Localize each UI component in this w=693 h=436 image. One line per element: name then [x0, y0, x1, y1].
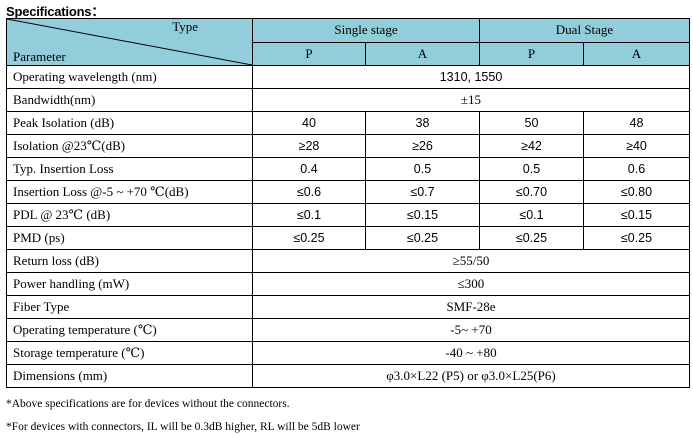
table-row: Isolation @23℃(dB) ≥28 ≥26 ≥42 ≥40 — [6, 134, 690, 158]
header-row-1: Type Parameter Single stage Dual Stage — [6, 18, 690, 66]
table-row: Power handling (mW) ≤300 — [6, 272, 690, 296]
value-cell: 38 — [365, 111, 480, 135]
value-cell: 0.6 — [583, 157, 690, 181]
merged-value-cell: -5~ +70 — [252, 318, 690, 342]
table-row: Typ. Insertion Loss 0.4 0.5 0.5 0.6 — [6, 157, 690, 181]
table-row: Insertion Loss @-5 ~ +70 ℃(dB) ≤0.6 ≤0.7 ≤0… — [6, 180, 690, 204]
merged-value-cell: ±15 — [252, 88, 690, 112]
parameter-label: Parameter — [13, 49, 66, 64]
merged-value-cell: -40 ~ +80 — [252, 341, 690, 365]
parameter-cell: Fiber Type — [6, 295, 253, 319]
parameter-cell: Operating wavelength (nm) — [6, 65, 253, 89]
merged-value-cell: φ3.0×L22 (P5) or φ3.0×L25(P6) — [252, 364, 690, 388]
table-row: PDL @ 23℃ (dB) ≤0.1 ≤0.15 ≤0.1 ≤0.15 — [6, 203, 690, 227]
value-cell: 48 — [583, 111, 690, 135]
parameter-cell: Power handling (mW) — [6, 272, 253, 296]
single-stage-header: Single stage — [252, 18, 480, 43]
value-cell: ≤0.25 — [479, 226, 584, 250]
merged-value-cell: ≥55/50 — [252, 249, 690, 273]
parameter-cell: PMD (ps) — [6, 226, 253, 250]
diagonal-divider — [7, 19, 252, 65]
parameter-cell: Peak Isolation (dB) — [6, 111, 253, 135]
value-cell: 0.5 — [365, 157, 480, 181]
value-cell: ≤0.15 — [365, 203, 480, 227]
dual-a-header: A — [583, 41, 690, 66]
value-cell: ≤0.25 — [252, 226, 366, 250]
dual-p-header: P — [479, 41, 584, 66]
type-parameter-header: Type Parameter — [6, 18, 253, 66]
value-cell: ≤0.1 — [252, 203, 366, 227]
value-cell: ≥26 — [365, 134, 480, 158]
parameter-cell: Storage temperature (℃) — [6, 341, 253, 365]
value-cell: ≤0.1 — [479, 203, 584, 227]
value-cell: 40 — [252, 111, 366, 135]
table-row: Operating wavelength (nm) 1310, 1550 — [6, 65, 690, 89]
table-row: Dimensions (mm) φ3.0×L22 (P5) or φ3.0×L25… — [6, 364, 690, 388]
table-row: Bandwidth(nm) ±15 — [6, 88, 690, 112]
merged-value-cell: 1310, 1550 — [252, 65, 690, 89]
type-label: Type — [172, 19, 198, 35]
merged-value-cell: ≤300 — [252, 272, 690, 296]
value-cell: ≥40 — [583, 134, 690, 158]
parameter-cell: Dimensions (mm) — [6, 364, 253, 388]
value-cell: 50 — [479, 111, 584, 135]
table-row: Storage temperature (℃) -40 ~ +80 — [6, 341, 690, 365]
single-p-header: P — [252, 41, 366, 66]
value-cell: ≤0.7 — [365, 180, 480, 204]
value-cell: ≤0.25 — [365, 226, 480, 250]
parameter-cell: Typ. Insertion Loss — [6, 157, 253, 181]
value-cell: ≤0.70 — [479, 180, 584, 204]
parameter-cell: Operating temperature (℃) — [6, 318, 253, 342]
parameter-cell: Bandwidth(nm) — [6, 88, 253, 112]
section-title: Specifications： — [6, 4, 105, 19]
table-row: Return loss (dB) ≥55/50 — [6, 249, 690, 273]
dual-stage-header: Dual Stage — [479, 18, 690, 43]
value-cell: ≤0.15 — [583, 203, 690, 227]
parameter-cell: Insertion Loss @-5 ~ +70 ℃(dB) — [6, 180, 253, 204]
value-cell: ≥42 — [479, 134, 584, 158]
table-row: Fiber Type SMF-28e — [6, 295, 690, 319]
parameter-cell: Isolation @23℃(dB) — [6, 134, 253, 158]
value-cell: ≤0.6 — [252, 180, 366, 204]
value-cell: 0.4 — [252, 157, 366, 181]
value-cell: 0.5 — [479, 157, 584, 181]
note-2: *For devices with connectors, IL will be… — [6, 421, 360, 433]
value-cell: ≤0.25 — [583, 226, 690, 250]
table-row: Operating temperature (℃) -5~ +70 — [6, 318, 690, 342]
parameter-cell: Return loss (dB) — [6, 249, 253, 273]
single-a-header: A — [365, 41, 480, 66]
note-1: *Above specifications are for devices wi… — [6, 398, 290, 410]
merged-value-cell: SMF-28e — [252, 295, 690, 319]
value-cell: ≥28 — [252, 134, 366, 158]
table-row: Peak Isolation (dB) 40 38 50 48 — [6, 111, 690, 135]
table-row: PMD (ps) ≤0.25 ≤0.25 ≤0.25 ≤0.25 — [6, 226, 690, 250]
parameter-cell: PDL @ 23℃ (dB) — [6, 203, 253, 227]
spec-table: Type Parameter Single stage Dual Stage P… — [6, 18, 690, 388]
value-cell: ≤0.80 — [583, 180, 690, 204]
